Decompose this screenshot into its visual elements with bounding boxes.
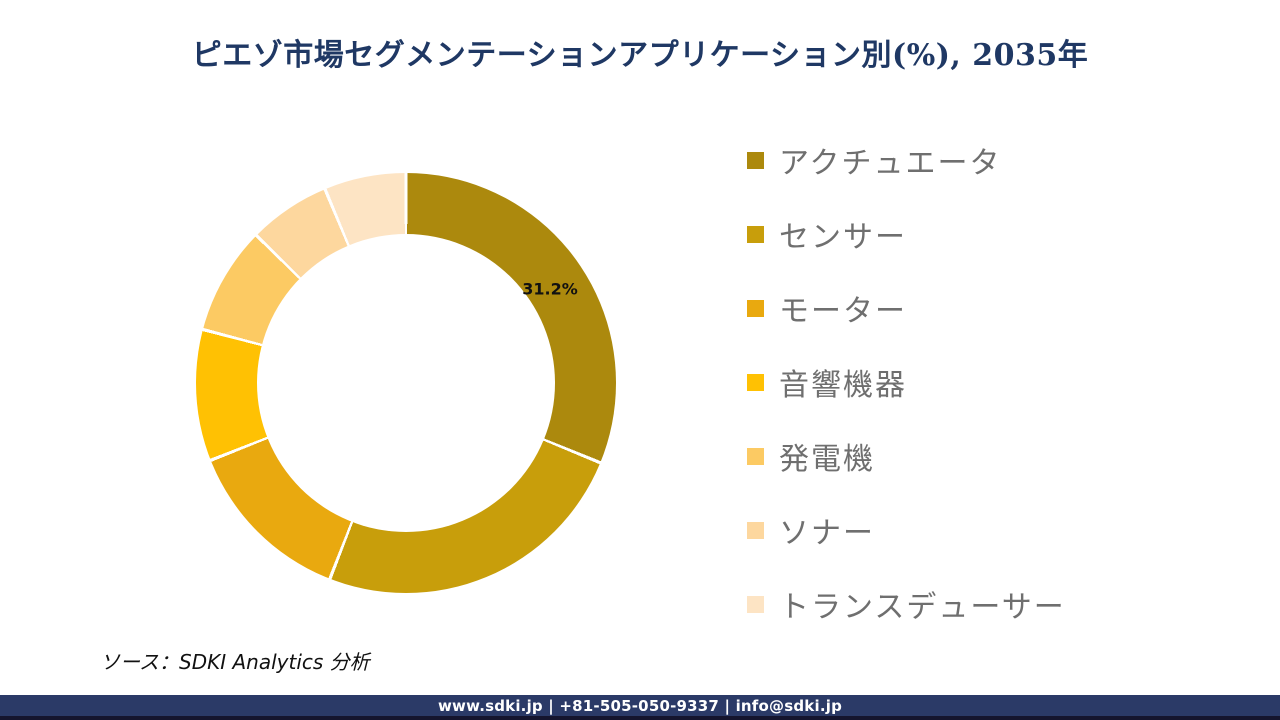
legend-item-4: 発電機 [747,419,1066,493]
donut-chart: 31.2% [196,173,616,593]
legend-item-2: モーター [747,271,1066,345]
legend-swatch-icon [747,447,764,465]
legend-swatch-icon [747,225,764,243]
legend-item-6: トランスデューサー [747,567,1066,641]
footer-contact-text: www.sdki.jp | +81-505-050-9337 | info@sd… [437,697,843,715]
footer-bar: www.sdki.jp | +81-505-050-9337 | info@sd… [0,695,1280,717]
legend-label: 音響機器 [779,368,907,403]
legend-item-1: センサー [747,197,1066,271]
legend-item-5: ソナー [747,493,1066,567]
data-label-actuator-slice: 31.2% [522,279,578,299]
legend-swatch-icon [747,373,764,391]
legend-label: センサー [779,220,907,255]
source-note: ソース：SDKI Analytics 分析 [100,650,370,674]
legend-label: ソナー [779,516,875,551]
donut-hole [257,234,555,532]
legend-label: 発電機 [779,442,875,477]
legend-item-0: アクチュエータ [747,123,1066,197]
chart-title: ピエゾ市場セグメンテーションアプリケーション別(%), 2035年 [191,38,1089,73]
legend-swatch-icon [747,151,764,169]
chart-legend: アクチュエータ センサーモーター音響機器発電機ソナートランスデューサー [747,123,1066,641]
legend-swatch-icon [747,595,764,613]
legend-swatch-icon [747,299,764,317]
legend-item-3: 音響機器 [747,345,1066,419]
legend-label: アクチュエータ [779,146,1002,181]
legend-label: モーター [779,294,907,329]
footer-bottom-edge [0,716,1280,720]
legend-swatch-icon [747,521,764,539]
legend-label: トランスデューサー [779,590,1066,625]
